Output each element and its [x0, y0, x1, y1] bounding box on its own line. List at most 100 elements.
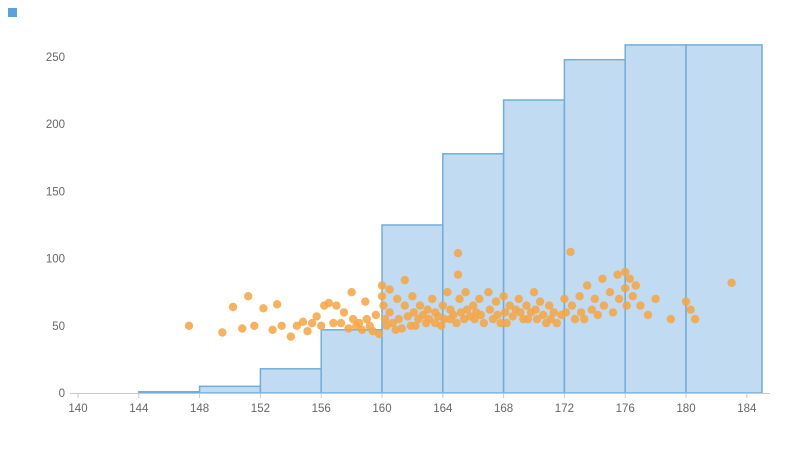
scatter-point	[491, 297, 501, 306]
scatter-point	[184, 321, 194, 330]
scatter-point	[599, 301, 609, 310]
scatter-point	[385, 308, 394, 317]
scatter-point	[329, 318, 338, 328]
x-tick-label: 164	[433, 403, 453, 415]
scatter-point	[312, 312, 321, 321]
scatter-point	[485, 305, 495, 314]
histogram-bar	[563, 58, 626, 394]
scatter-point	[505, 301, 514, 310]
scatter-point	[567, 301, 577, 310]
scatter-point	[408, 292, 417, 301]
scatter-point	[535, 297, 545, 306]
scatter-point	[358, 325, 367, 334]
scatter-point	[348, 314, 358, 324]
y-tick-label: 250	[46, 52, 65, 64]
scatter-point	[590, 294, 599, 304]
scatter-point	[570, 314, 580, 324]
scatter-point	[475, 294, 484, 304]
scatter-point	[514, 294, 523, 304]
scatter-point	[400, 301, 409, 310]
scatter-point	[336, 318, 346, 328]
scatter-point	[393, 294, 402, 304]
scatter-point	[643, 310, 653, 320]
scatter-point	[385, 285, 394, 294]
x-tick-label: 180	[676, 403, 695, 415]
scatter-point	[516, 308, 525, 317]
scatter-point	[415, 301, 425, 310]
scatter-point	[500, 308, 510, 317]
scatter-point	[317, 321, 326, 330]
y-tick-label: 100	[46, 254, 65, 266]
scatter-point	[303, 327, 312, 336]
x-tick-label: 140	[68, 403, 87, 415]
scatter-point	[529, 288, 539, 297]
scatter-point	[628, 292, 637, 301]
y-tick-label: 200	[46, 119, 65, 131]
scatter-point	[277, 321, 286, 330]
scatter-point	[438, 301, 447, 310]
scatter-point	[593, 310, 602, 320]
scatter-point	[307, 318, 317, 328]
scatter-point	[462, 305, 472, 314]
scatter-point	[666, 314, 675, 324]
scatter-point	[727, 278, 736, 287]
scatter-point	[622, 301, 631, 310]
scatter-point	[532, 314, 542, 324]
scatter-point	[469, 301, 478, 310]
scatter-point	[244, 292, 253, 301]
scatter-point	[453, 270, 463, 279]
scatter-point	[388, 318, 397, 328]
histogram-bar	[685, 44, 763, 394]
scatter-point	[575, 292, 584, 301]
scatter-point	[613, 270, 622, 279]
scatter-point	[394, 314, 403, 324]
scatter-point	[361, 297, 370, 306]
scatter-point	[549, 308, 558, 317]
scatter-point	[411, 321, 420, 330]
scatter-point	[479, 318, 488, 328]
scatter-point	[493, 310, 502, 320]
scatter-point	[355, 318, 364, 328]
scatter-point	[470, 314, 479, 324]
scatter-point	[400, 275, 409, 285]
x-tick-label: 156	[312, 403, 331, 415]
scatter-point	[531, 305, 540, 314]
scatter-point	[651, 294, 660, 304]
x-tick-label: 144	[129, 403, 149, 415]
scatter-point	[605, 288, 615, 297]
histogram-bar	[320, 329, 383, 394]
scatter-point	[377, 292, 387, 301]
scatter-point	[538, 310, 548, 320]
histogram-bar	[259, 368, 322, 394]
scatter-point	[397, 324, 406, 333]
scatter-point	[449, 310, 458, 320]
scatter-point	[228, 302, 238, 312]
scatter-point	[608, 308, 618, 317]
scatter-point	[681, 297, 691, 306]
scatter-point	[423, 305, 432, 314]
scatter-point	[374, 329, 384, 339]
x-tick-label: 176	[616, 403, 635, 415]
scatter-point	[437, 321, 446, 330]
scatter-point	[344, 324, 353, 333]
scatter-point	[347, 288, 356, 297]
x-tick-label: 172	[555, 403, 574, 415]
scatter-point	[453, 249, 463, 258]
y-tick-label: 150	[46, 186, 65, 198]
scatter-point	[250, 321, 259, 330]
scatter-point	[546, 314, 555, 324]
scatter-point	[522, 301, 531, 310]
scatter-point	[440, 314, 449, 324]
scatter-point	[238, 324, 247, 333]
scatter-point	[403, 312, 412, 321]
scatter-point	[686, 305, 695, 314]
scatter-point	[561, 308, 571, 317]
x-tick-label: 152	[251, 403, 270, 415]
scatter-point	[587, 305, 596, 314]
histogram-bar	[502, 99, 566, 394]
scatter-point	[379, 301, 388, 310]
scatter-point	[523, 314, 533, 324]
scatter-point	[268, 325, 277, 334]
scatter-point	[636, 301, 645, 310]
scatter-point	[424, 314, 434, 324]
